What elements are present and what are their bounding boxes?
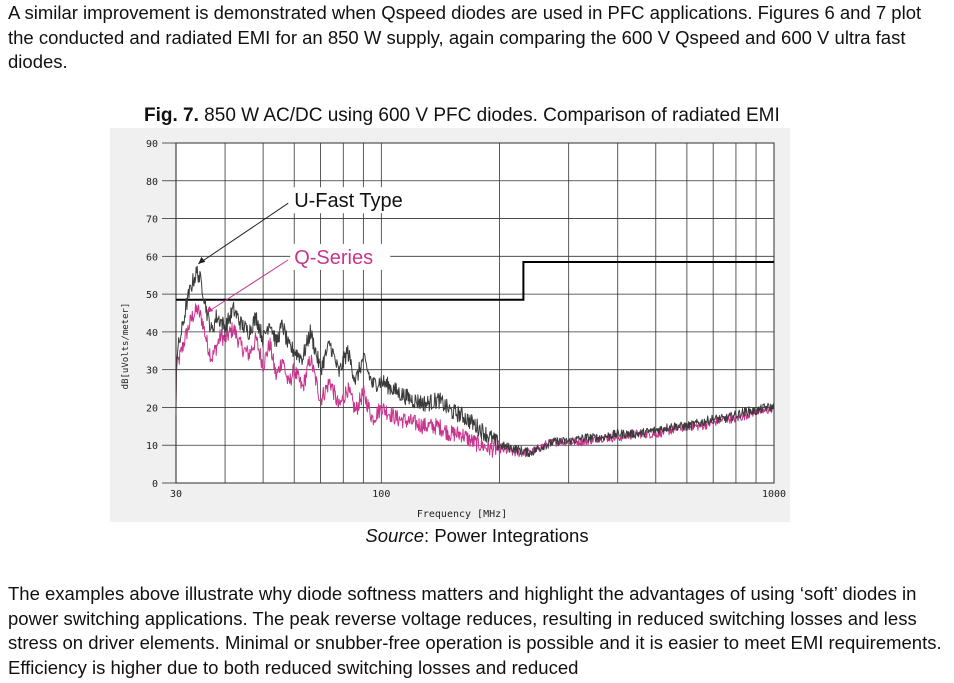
intro-paragraph: A similar improvement is demonstrated wh…: [8, 2, 922, 72]
u-fast-pointer: [198, 202, 289, 265]
body-paragraph: The examples above illustrate why diode …: [8, 583, 942, 678]
source-label: Source: [365, 525, 425, 546]
y-tick-label: 10: [146, 441, 158, 452]
y-tick-label: 80: [146, 177, 158, 188]
annotation-bg: [290, 187, 423, 214]
x-tick-label: 100: [372, 489, 390, 500]
x-tick-label: 1000: [762, 489, 786, 500]
y-tick-label: 0: [152, 479, 158, 490]
limit-line: [176, 261, 774, 301]
annotation-u-fast: U-Fast Type: [294, 190, 403, 212]
figure-title: Fig. 7. 850 W AC/DC using 600 V PFC diod…: [144, 105, 780, 127]
annotations: U-Fast Type Q-Series: [198, 187, 423, 314]
y-tick-label: 50: [146, 290, 158, 301]
u-fast-arrow: [198, 256, 206, 264]
x-tick-label: 30: [170, 489, 182, 500]
figure-source: Source: Power Integrations: [0, 525, 954, 547]
q-series-pointer: [205, 259, 289, 314]
y-tick-label: 20: [146, 403, 158, 414]
figure-caption: 850 W AC/DC using 600 V PFC diodes. Comp…: [198, 105, 780, 126]
y-tick-label: 40: [146, 328, 158, 339]
figure-number: Fig. 7.: [144, 105, 199, 126]
series-group: [175, 265, 775, 458]
limit-line-group: [176, 261, 774, 301]
annotation-bg: [290, 243, 391, 270]
y-tick-label: 30: [146, 366, 158, 377]
y-axis-label: dB[uVolts/meter]: [121, 303, 131, 390]
grid: [176, 142, 775, 484]
x-axis-label: Frequency [MHz]: [417, 509, 507, 520]
annotation-q-series: Q-Series: [294, 247, 373, 269]
y-tick-label: 90: [146, 139, 158, 150]
series-u-fast-line: [175, 265, 775, 458]
source-text: : Power Integrations: [424, 525, 589, 546]
y-tick-label: 70: [146, 215, 158, 226]
plot-area: [175, 142, 775, 484]
y-tick-label: 60: [146, 252, 158, 263]
q-series-arrow: [206, 306, 214, 313]
